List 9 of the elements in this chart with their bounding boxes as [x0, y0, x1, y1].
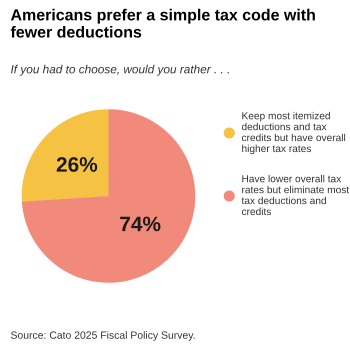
chart-subtitle: If you had to choose, would you rather . . . [10, 64, 229, 76]
chart-title: Americans prefer a simple tax code with fewer deductions [10, 8, 315, 38]
pie-slice [22, 109, 196, 283]
data-label: 74% [120, 216, 160, 232]
pie-slice [22, 109, 108, 202]
legend-label: Have lower overall tax rates but eliminate most tax deductions and credits [242, 174, 350, 216]
legend-label: Keep most itemized deductions and tax credits but have overall higher tax rates [242, 112, 346, 154]
source-note: Source: Cato 2025 Fiscal Policy Survey. [10, 331, 195, 341]
data-label: 26% [56, 157, 98, 172]
